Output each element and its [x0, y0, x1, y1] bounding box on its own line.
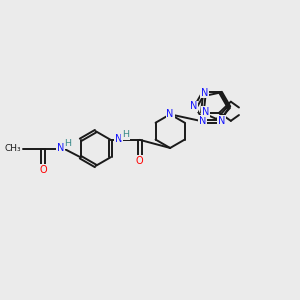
Text: N: N — [202, 106, 210, 117]
Text: H: H — [122, 130, 129, 139]
Text: O: O — [136, 156, 143, 166]
Text: N: N — [218, 116, 225, 126]
Text: N: N — [201, 88, 208, 98]
Text: CH₃: CH₃ — [5, 144, 22, 153]
Text: N: N — [199, 116, 206, 126]
Text: N: N — [56, 143, 64, 153]
Text: O: O — [40, 165, 47, 175]
Text: N: N — [115, 134, 122, 144]
Text: N: N — [190, 101, 198, 112]
Text: N: N — [167, 109, 174, 119]
Text: H: H — [64, 139, 71, 148]
